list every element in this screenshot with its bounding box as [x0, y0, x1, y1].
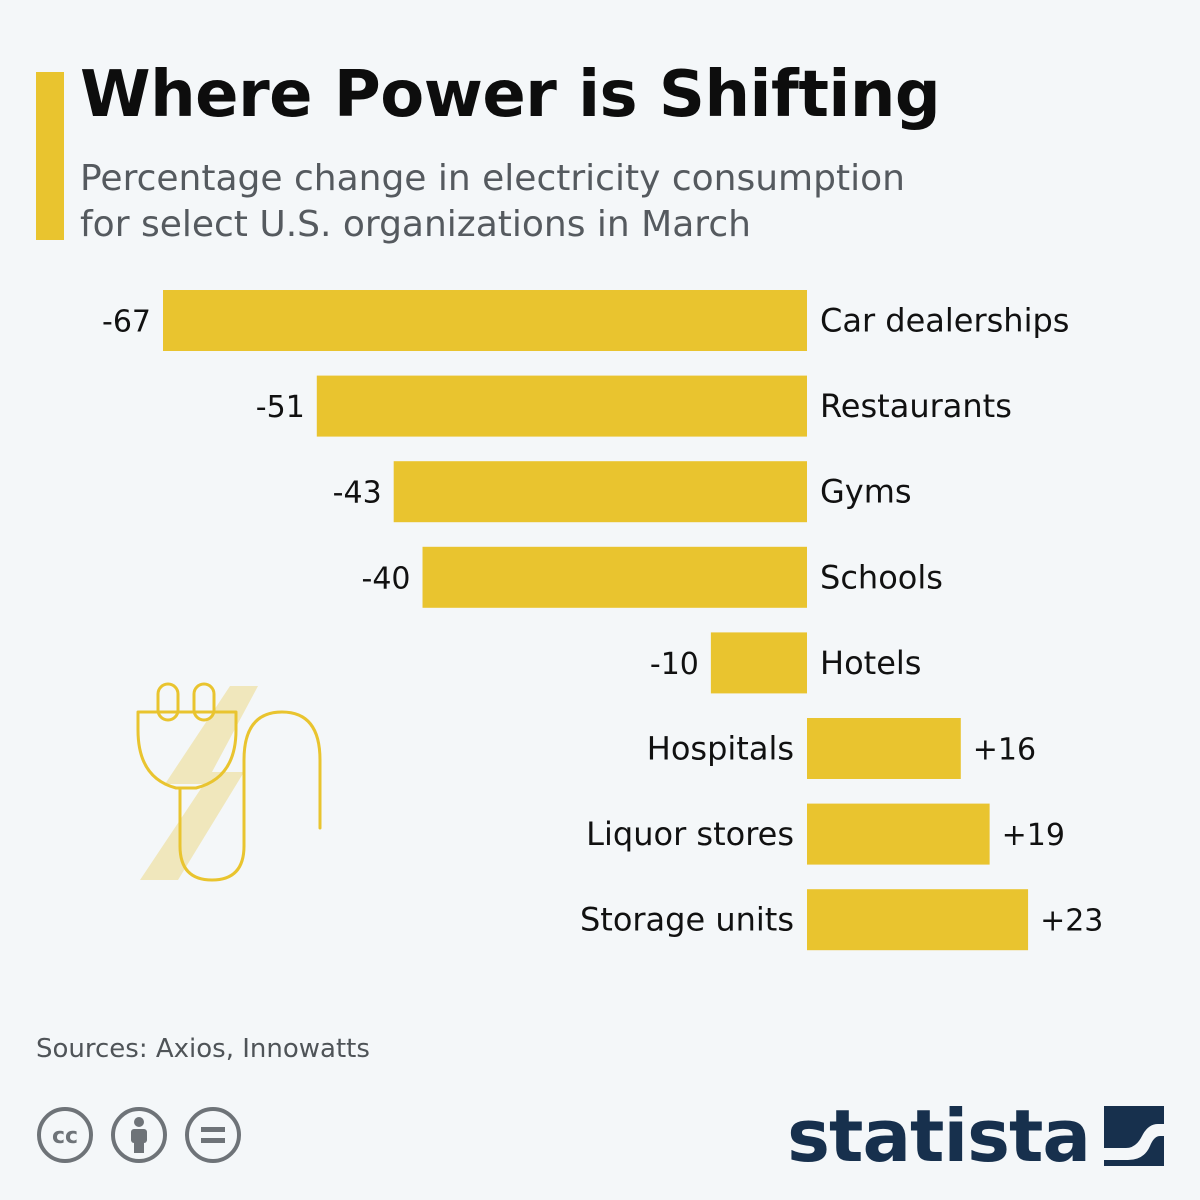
bar-hospitals: [807, 718, 961, 779]
title-accent-bar: [36, 72, 64, 240]
bar-schools: [422, 546, 807, 608]
category-label: Storage units: [580, 901, 794, 939]
statista-brand[interactable]: statista: [787, 1100, 1164, 1172]
statista-logo-icon: [1104, 1106, 1164, 1166]
bar-storage-units: [807, 889, 1029, 951]
bar-liquor-stores: [807, 803, 990, 865]
bar-hotels: [710, 632, 807, 694]
value-label: +16: [973, 733, 1036, 768]
category-label: Restaurants: [820, 387, 1012, 425]
value-label: -51: [256, 390, 305, 425]
category-label: Car dealerships: [820, 302, 1069, 340]
category-label: Gyms: [820, 473, 912, 511]
svg-text:cc: cc: [52, 1124, 78, 1149]
value-label: -40: [362, 561, 411, 596]
subtitle-line-2: for select U.S. organizations in March: [80, 204, 751, 245]
plug-lightning-icon: [136, 682, 322, 882]
source-note: Sources: Axios, Innowatts: [36, 1034, 370, 1064]
bar-restaurants: [316, 375, 807, 437]
value-label: -10: [650, 647, 699, 682]
chart-title: Where Power is Shifting: [80, 58, 941, 132]
value-label: -67: [102, 305, 151, 340]
bar-gyms: [393, 461, 807, 523]
category-label: Hospitals: [647, 730, 794, 768]
cc-icon[interactable]: cc: [36, 1106, 94, 1164]
brand-wordmark: statista: [787, 1094, 1091, 1178]
attribution-icon[interactable]: [110, 1106, 168, 1164]
bar-car-dealerships: [163, 290, 807, 351]
category-label: Liquor stores: [586, 815, 794, 853]
category-label: Schools: [820, 558, 943, 596]
value-label: -43: [333, 476, 382, 511]
category-label: Hotels: [820, 644, 921, 682]
license-icons: cc: [36, 1106, 242, 1164]
value-label: +19: [1002, 818, 1065, 853]
no-derivatives-icon[interactable]: [184, 1106, 242, 1164]
chart-subtitle: Percentage change in electricity consump…: [80, 156, 980, 248]
value-label: +23: [1040, 904, 1103, 939]
subtitle-line-1: Percentage change in electricity consump…: [80, 158, 905, 199]
bar-chart: -67 Car dealerships -51 Restaurants -43 Gyms -…: [102, 290, 1103, 951]
